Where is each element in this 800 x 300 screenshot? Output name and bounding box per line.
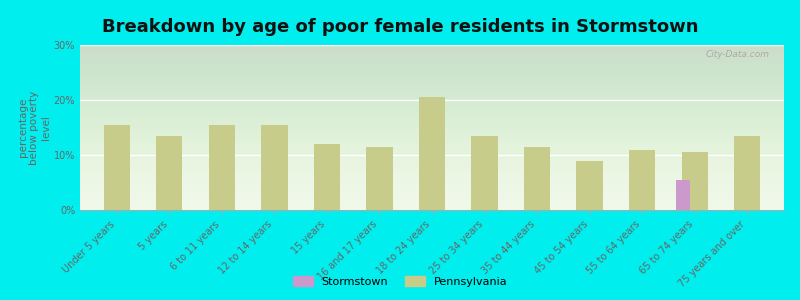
Bar (314, 144, 340, 210)
Bar (682, 152, 708, 210)
Bar (209, 125, 235, 210)
Bar (366, 147, 393, 210)
Bar (104, 125, 130, 210)
Bar (676, 180, 690, 210)
Legend: Stormstown, Pennsylvania: Stormstown, Pennsylvania (288, 272, 512, 291)
Bar (419, 97, 445, 210)
Text: City-Data.com: City-Data.com (706, 50, 770, 59)
Bar (262, 125, 287, 210)
Bar (471, 136, 498, 210)
Bar (629, 149, 655, 210)
Y-axis label: percentage
below poverty
level: percentage below poverty level (18, 90, 51, 165)
Text: Breakdown by age of poor female residents in Stormstown: Breakdown by age of poor female resident… (102, 18, 698, 36)
Bar (524, 147, 550, 210)
Bar (734, 136, 760, 210)
Bar (156, 136, 182, 210)
Bar (577, 160, 602, 210)
